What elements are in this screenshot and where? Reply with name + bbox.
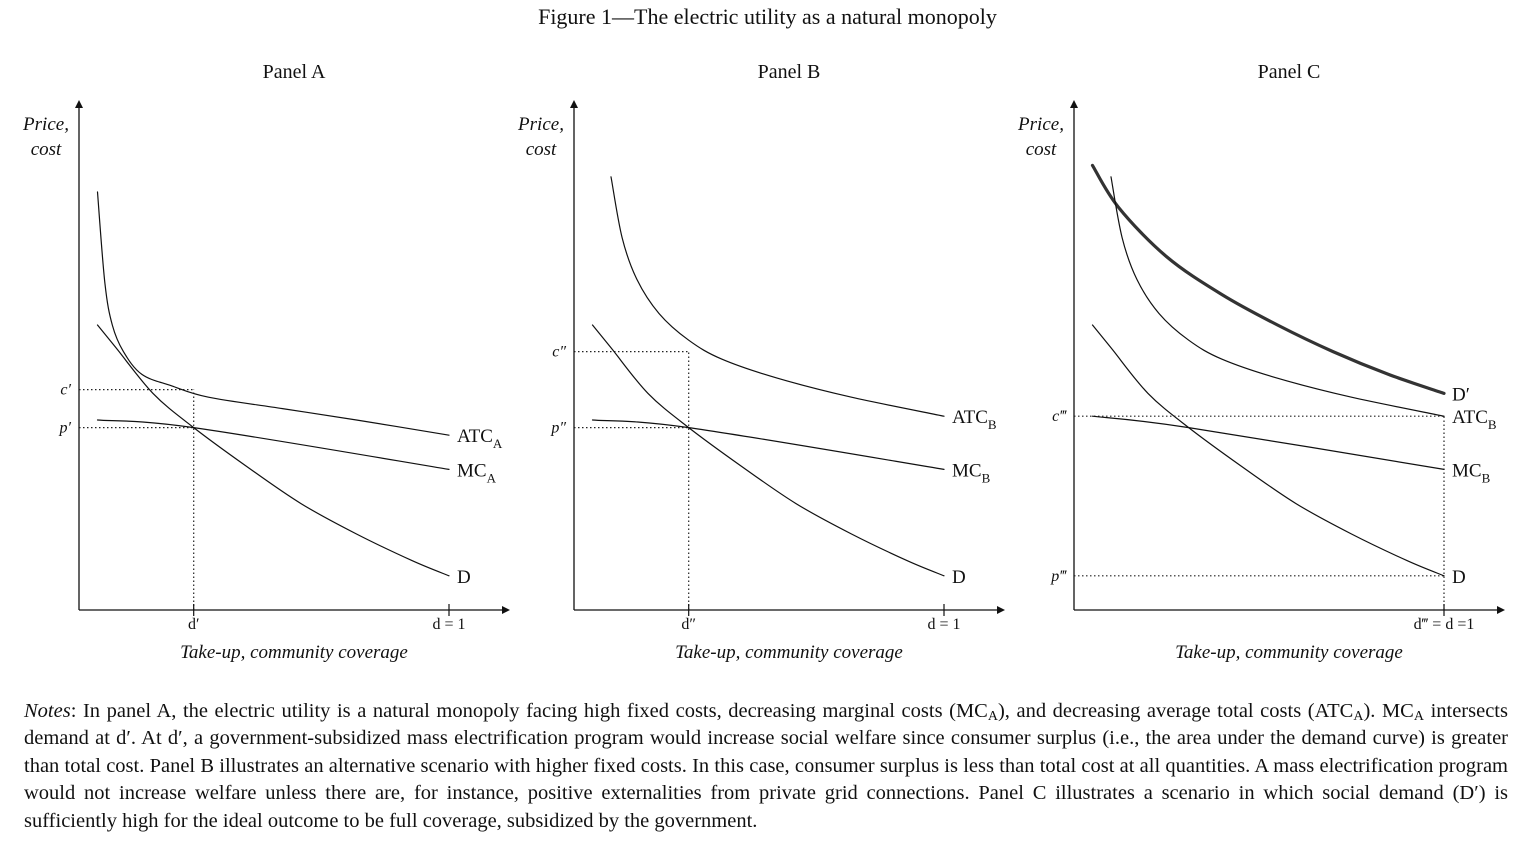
- y-tick-label: c″: [552, 344, 566, 361]
- x-axis-arrow: [1497, 606, 1505, 614]
- x-axis-label: Take-up, community coverage: [675, 642, 903, 663]
- series-label-name: ATC: [952, 407, 988, 428]
- series-line: [1091, 324, 1445, 577]
- series-label-name: D: [457, 567, 471, 588]
- notes-subscript: A: [1413, 709, 1424, 724]
- series-label: MCA: [457, 460, 497, 485]
- series-label-name: D: [952, 567, 966, 588]
- series-line: [591, 324, 945, 577]
- series-line: [610, 176, 945, 417]
- y-axis-label: cost: [526, 139, 557, 160]
- notes-text: : In panel A, the electric utility is a …: [70, 700, 988, 722]
- notes-label: Notes: [24, 700, 71, 722]
- series-label: D: [952, 567, 966, 588]
- x-axis-arrow: [997, 606, 1005, 614]
- series-label: D: [457, 567, 471, 588]
- x-tick-label: d = 1: [927, 616, 960, 633]
- series-line: [591, 419, 945, 470]
- series-label: ATCB: [1452, 407, 1497, 432]
- series-label: MCB: [952, 460, 991, 485]
- series-label: MCB: [1452, 460, 1491, 485]
- charts-canvas: Panel A Price, cost Take-up, community cove…: [22, 61, 1505, 663]
- y-tick-label: p″: [550, 420, 566, 437]
- series-label-subscript: A: [487, 470, 497, 485]
- y-axis-arrow: [570, 100, 578, 108]
- series-line: [1110, 176, 1445, 417]
- series-label-subscript: A: [493, 436, 503, 451]
- figure-title: Figure 1—The electric utility as a natur…: [538, 4, 997, 29]
- x-tick-label: d″: [681, 616, 696, 633]
- series-line: [1090, 163, 1446, 395]
- y-axis-label: cost: [31, 139, 62, 160]
- series-label-name: MC: [457, 460, 487, 481]
- series-line: [1091, 415, 1445, 470]
- x-axis-label: Take-up, community coverage: [180, 642, 408, 663]
- notes-subscript: A: [987, 709, 998, 724]
- series-label-subscript: B: [982, 470, 991, 485]
- y-axis-arrow: [1070, 100, 1078, 108]
- series-line: [96, 419, 450, 470]
- notes-text: intersects demand at d′. At d′, a govern…: [24, 700, 1508, 832]
- series-label-name: ATC: [1452, 407, 1488, 428]
- series-label: ATCA: [457, 426, 503, 451]
- series-label: D: [1452, 567, 1466, 588]
- notes-text: ). MC: [1363, 700, 1414, 722]
- x-axis-arrow: [502, 606, 510, 614]
- y-tick-label: p‴: [1050, 568, 1067, 585]
- figure-notes: Notes: In panel A, the electric utility …: [24, 698, 1508, 835]
- x-tick-label: d′: [188, 616, 200, 633]
- series-label-subscript: B: [1482, 470, 1491, 485]
- series-label: D′: [1452, 384, 1470, 405]
- y-tick-label: p′: [59, 420, 72, 437]
- panel-c: Panel C Price, cost Take-up, community cove…: [1017, 61, 1505, 663]
- y-axis-label: Price,: [1017, 114, 1064, 135]
- notes-text: ), and decreasing average total costs (A…: [997, 700, 1354, 722]
- series-label-name: ATC: [457, 426, 493, 447]
- x-tick-label: d = 1: [432, 616, 465, 633]
- notes-subscript: A: [1353, 709, 1364, 724]
- panel-title: Panel C: [1258, 61, 1321, 83]
- y-tick-label: c‴: [1052, 408, 1067, 425]
- panel-a: Panel A Price, cost Take-up, community cove…: [22, 61, 510, 663]
- panel-b: Panel B Price, cost Take-up, community cove…: [517, 61, 1005, 663]
- series-label-name: D′: [1452, 384, 1470, 405]
- series-line: [96, 324, 450, 577]
- y-axis-label: cost: [1026, 139, 1057, 160]
- series-label-subscript: B: [988, 417, 997, 432]
- y-tick-label: c′: [60, 382, 71, 399]
- series-label-subscript: B: [1488, 417, 1497, 432]
- series-label-name: D: [1452, 567, 1466, 588]
- y-axis-arrow: [75, 100, 83, 108]
- panel-title: Panel B: [758, 61, 821, 83]
- panel-title: Panel A: [263, 61, 326, 83]
- x-tick-label: d‴ = d =1: [1414, 616, 1475, 633]
- x-axis-label: Take-up, community coverage: [1175, 642, 1403, 663]
- series-label: ATCB: [952, 407, 997, 432]
- series-line: [96, 191, 450, 436]
- y-axis-label: Price,: [517, 114, 564, 135]
- y-axis-label: Price,: [22, 114, 69, 135]
- series-label-name: MC: [952, 460, 982, 481]
- series-label-name: MC: [1452, 460, 1482, 481]
